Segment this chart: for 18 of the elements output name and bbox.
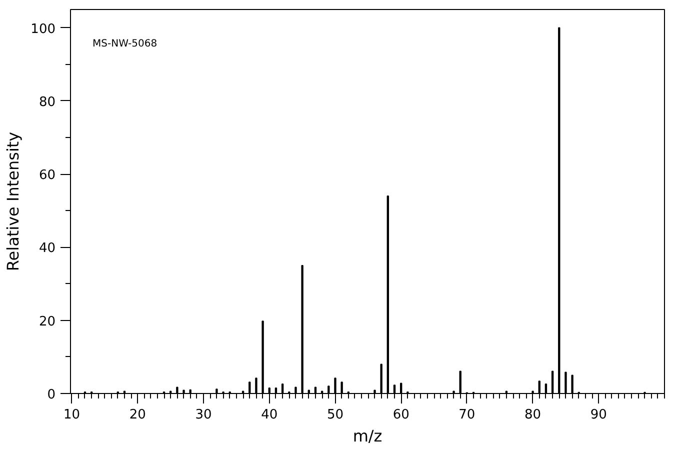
x-tick-label: 40 (261, 408, 278, 422)
annotation: MS-NW-5068 (92, 38, 158, 50)
x-tick-label: 80 (524, 408, 542, 422)
y-tick-label: 100 (30, 22, 56, 37)
x-axis-title: m/z (352, 426, 382, 446)
x-tick-label: 30 (195, 408, 212, 422)
y-axis-title: Relative Intensity (4, 132, 23, 272)
y-tick-label: 20 (38, 314, 56, 330)
y-tick-label: 0 (47, 388, 56, 402)
x-tick-label: 20 (129, 408, 146, 422)
x-tick-label: 60 (392, 408, 410, 422)
y-tick-label: 40 (38, 241, 56, 256)
y-tick-label: 60 (38, 168, 56, 184)
x-tick-label: 90 (590, 408, 607, 422)
x-tick-label: 50 (326, 408, 344, 422)
x-tick-label: 70 (458, 408, 476, 422)
y-tick-label: 80 (38, 94, 56, 110)
x-tick-label: 10 (64, 408, 80, 422)
